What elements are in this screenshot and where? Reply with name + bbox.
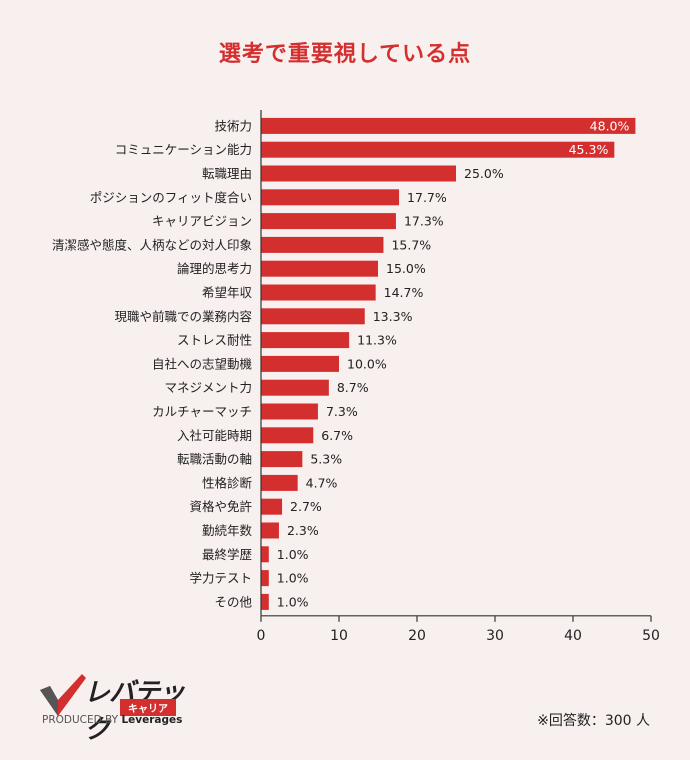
value-label: 2.3%: [287, 523, 319, 538]
logo-produced-by: PRODUCED BY Leverages: [42, 714, 182, 726]
bar: [261, 522, 279, 539]
value-label: 17.7%: [407, 190, 447, 205]
value-label: 1.0%: [277, 594, 309, 609]
category-label: 性格診断: [202, 475, 252, 490]
bar: [261, 189, 400, 206]
value-label: 6.7%: [321, 428, 353, 443]
value-label: 25.0%: [464, 166, 504, 181]
bar: [261, 284, 376, 301]
bar: [261, 474, 298, 491]
value-label: 45.3%: [569, 142, 609, 157]
produced-prefix: PRODUCED BY: [42, 714, 119, 726]
value-label: 5.3%: [310, 452, 342, 467]
category-label: カルチャーマッチ: [152, 404, 252, 419]
produced-brand: Leverages: [121, 714, 183, 726]
x-tick-label: 10: [330, 628, 348, 644]
category-label: 最終学歴: [202, 547, 252, 562]
category-label: ポジションのフィット度合い: [90, 190, 252, 205]
bar: [261, 403, 318, 420]
bar: [261, 117, 636, 134]
category-label: コミュニケーション能力: [115, 142, 252, 157]
value-label: 10.0%: [347, 356, 387, 371]
bar: [261, 570, 269, 587]
category-label: その他: [214, 594, 252, 609]
value-label: 4.7%: [306, 475, 338, 490]
category-label: 転職理由: [202, 166, 252, 181]
chart-title: 選考で重要視している点: [218, 42, 472, 67]
x-tick-label: 20: [408, 628, 426, 644]
x-tick-label: 0: [257, 628, 266, 644]
bar: [261, 213, 396, 230]
category-label: 希望年収: [202, 285, 253, 300]
bar-chart: 技術力 48.0% コミュニケーション能力 45.3% 転職理由 25.0% ポジションのフ…: [52, 110, 660, 644]
value-label: 13.3%: [373, 309, 413, 324]
bar: [261, 546, 269, 563]
category-label: 学力テスト: [189, 571, 252, 586]
category-label: 転職活動の軸: [177, 452, 252, 467]
category-label: 技術力: [214, 118, 252, 133]
category-label: ストレス耐性: [177, 333, 252, 348]
x-tick-label: 30: [486, 628, 504, 644]
category-label: マネジメント力: [164, 380, 252, 395]
value-label: 7.3%: [326, 404, 358, 419]
value-label: 2.7%: [290, 499, 322, 514]
value-label: 48.0%: [590, 118, 630, 133]
bar: [261, 593, 269, 610]
category-label: キャリアビジョン: [152, 214, 252, 229]
category-label: 資格や免許: [189, 499, 252, 514]
category-label: 論理的思考力: [177, 261, 252, 276]
bar: [261, 498, 283, 515]
category-label: 勤続年数: [202, 523, 253, 538]
bar: [261, 451, 303, 468]
value-label: 15.0%: [386, 261, 426, 276]
bar: [261, 332, 350, 349]
bar: [261, 379, 329, 396]
bar: [261, 308, 365, 325]
category-label: 自社への志望動機: [152, 356, 253, 371]
value-label: 14.7%: [384, 285, 424, 300]
value-label: 11.3%: [357, 333, 397, 348]
bar: [261, 236, 384, 253]
value-label: 1.0%: [277, 547, 309, 562]
value-label: 15.7%: [391, 237, 431, 252]
bar: [261, 355, 339, 372]
bar: [261, 141, 615, 158]
bar: [261, 427, 314, 444]
logo-sub: キャリア: [120, 699, 176, 716]
value-label: 17.3%: [404, 214, 444, 229]
logo: レバテック キャリア PRODUCED BY Leverages: [38, 672, 198, 745]
value-label: 1.0%: [277, 571, 309, 586]
bar: [261, 260, 378, 277]
respondent-count: ※回答数：300 人: [537, 713, 650, 729]
category-label: 清潔感や態度、人柄などの対人印象: [52, 237, 252, 252]
category-label: 現職や前職での業務内容: [114, 309, 252, 324]
x-tick-label: 50: [642, 628, 660, 644]
bar: [261, 165, 456, 182]
category-label: 入社可能時期: [177, 428, 252, 443]
value-label: 8.7%: [337, 380, 369, 395]
x-tick-label: 40: [564, 628, 582, 644]
checkmark-logo-icon: [40, 674, 86, 716]
